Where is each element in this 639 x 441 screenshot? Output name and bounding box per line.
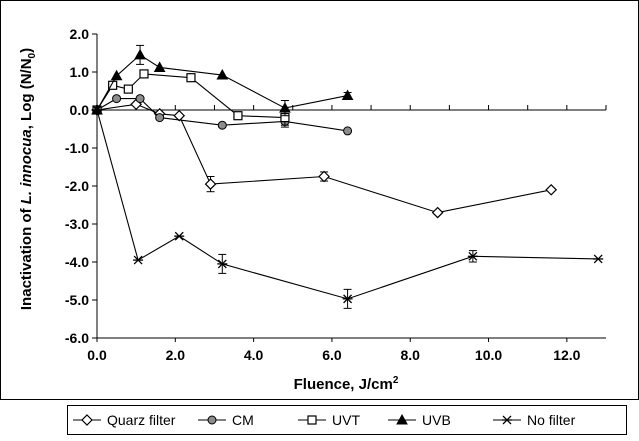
data-point-no-filter: [92, 105, 102, 115]
data-point-no-filter: [174, 231, 185, 241]
data-point-uvb: [153, 61, 166, 72]
y-tick-label: -6.0: [65, 330, 89, 346]
y-axis-title-part-1: Inactivation of: [18, 204, 35, 310]
plot-area: 2.01.00.0-1.0-2.0-3.0-4.0-5.0-6.00.0 2.0 4…: [18, 26, 607, 393]
legend-entry-uvt: UVT: [298, 412, 360, 428]
x-tick-label: 4.0: [244, 347, 264, 363]
data-point-quarz-filter: [173, 109, 186, 122]
axes-layer: [96, 34, 606, 339]
data-point-quarz-filter: [204, 178, 217, 190]
data-point-no-filter: [593, 254, 604, 264]
data-point-cm: [343, 126, 353, 136]
y-tick-label: 2.0: [70, 26, 90, 42]
data-point-uvt: [233, 111, 243, 121]
data-point-no-filter: [467, 251, 478, 261]
legend-label-uvb: UVB: [422, 412, 451, 428]
legend-marker-no-filter: [502, 415, 512, 425]
y-tick-label: 0.0: [70, 102, 90, 118]
data-point-no-filter: [342, 294, 353, 304]
x-tick-label: 2.0: [166, 347, 186, 363]
legend-label-no-filter: No filter: [527, 412, 576, 428]
y-tick-label: -3.0: [65, 216, 89, 232]
data-point-uvb: [216, 69, 229, 80]
x-axis-title: Fluence, J/cm2: [294, 375, 399, 393]
legend-label-cm: CM: [232, 412, 254, 428]
series-line-no-filter: [96, 109, 599, 300]
y-tick-label: -2.0: [65, 178, 89, 194]
legend-entry-uvb: UVB: [388, 412, 451, 428]
series-uvt: [92, 69, 290, 126]
y-tick-label: 1.0: [70, 64, 90, 80]
x-axis-title-superscript: 2: [393, 375, 399, 386]
data-point-uvb: [279, 102, 291, 113]
series-uvb: [91, 44, 354, 117]
data-point-no-filter: [217, 259, 228, 269]
y-axis-title: Inactivation of L. innocua, Log (N/N0): [18, 48, 38, 310]
series-no-filter: [92, 105, 604, 309]
legend-entry-cm: CM: [198, 412, 254, 428]
data-point-uvb: [110, 69, 123, 81]
y-tick-label: -5.0: [65, 292, 89, 308]
legend-marker-cm: [207, 415, 217, 425]
legend-marker-uvb: [396, 413, 408, 425]
data-point-cm: [112, 94, 122, 104]
legend-label-quarz-filter: Quarz filter: [107, 412, 176, 428]
y-axis-title-species: L. innocua: [18, 129, 35, 204]
data-point-cm: [155, 113, 165, 123]
legend-label-uvt: UVT: [332, 412, 360, 428]
x-tick-label: 6.0: [322, 347, 342, 363]
data-point-quarz-filter: [318, 170, 330, 183]
series-line-quarz-filter: [96, 103, 552, 214]
y-axis-title-subscript: 0: [27, 52, 38, 58]
x-tick-label: 0.0: [87, 347, 107, 363]
y-tick-label: -4.0: [65, 254, 89, 270]
series-cm: [92, 94, 353, 136]
x-tick-label: 10.0: [475, 347, 502, 363]
chart-frame: 2.0 1.0 0.0 -1.0 -2.0 -3.0 -4.0 -5.0 -6.0 0.0 2.0 4…: [0, 0, 639, 400]
data-point-uvb: [341, 89, 354, 101]
x-tick-label: 12.0: [553, 347, 580, 363]
legend-marker-uvt: [307, 415, 317, 425]
data-point-cm: [217, 120, 227, 130]
ticks-layer: 2.01.00.0-1.0-2.0-3.0-4.0-5.0-6.00.0 2.0 4…: [65, 26, 607, 363]
data-point-uvb: [134, 48, 146, 60]
data-point-quarz-filter: [431, 206, 444, 219]
data-point-no-filter: [133, 255, 144, 265]
legend-entry-quarz-filter: Quarz filter: [73, 412, 176, 428]
x-tick-label: 8.0: [400, 347, 420, 363]
series-layer: [91, 44, 604, 309]
legend-entries: Quarz filter CM UVT UVB No filter: [73, 412, 576, 428]
data-point-uvt: [139, 69, 149, 79]
data-point-quarz-filter: [545, 183, 558, 196]
x-axis-title-main: Fluence, J/cm: [294, 376, 393, 393]
legend-marker-quarz-filter: [81, 414, 93, 426]
legend: Quarz filter CM UVT UVB No filter: [67, 405, 627, 435]
data-point-uvt: [108, 80, 118, 90]
data-point-cm: [135, 94, 145, 104]
y-axis-title-part-3: , Log (N/N: [18, 58, 35, 129]
data-point-uvt: [186, 73, 196, 83]
y-axis-title-part-5: ): [18, 48, 35, 53]
y-tick-label: -1.0: [65, 140, 89, 156]
legend-entry-no-filter: No filter: [493, 412, 576, 428]
data-point-uvt: [123, 84, 133, 94]
